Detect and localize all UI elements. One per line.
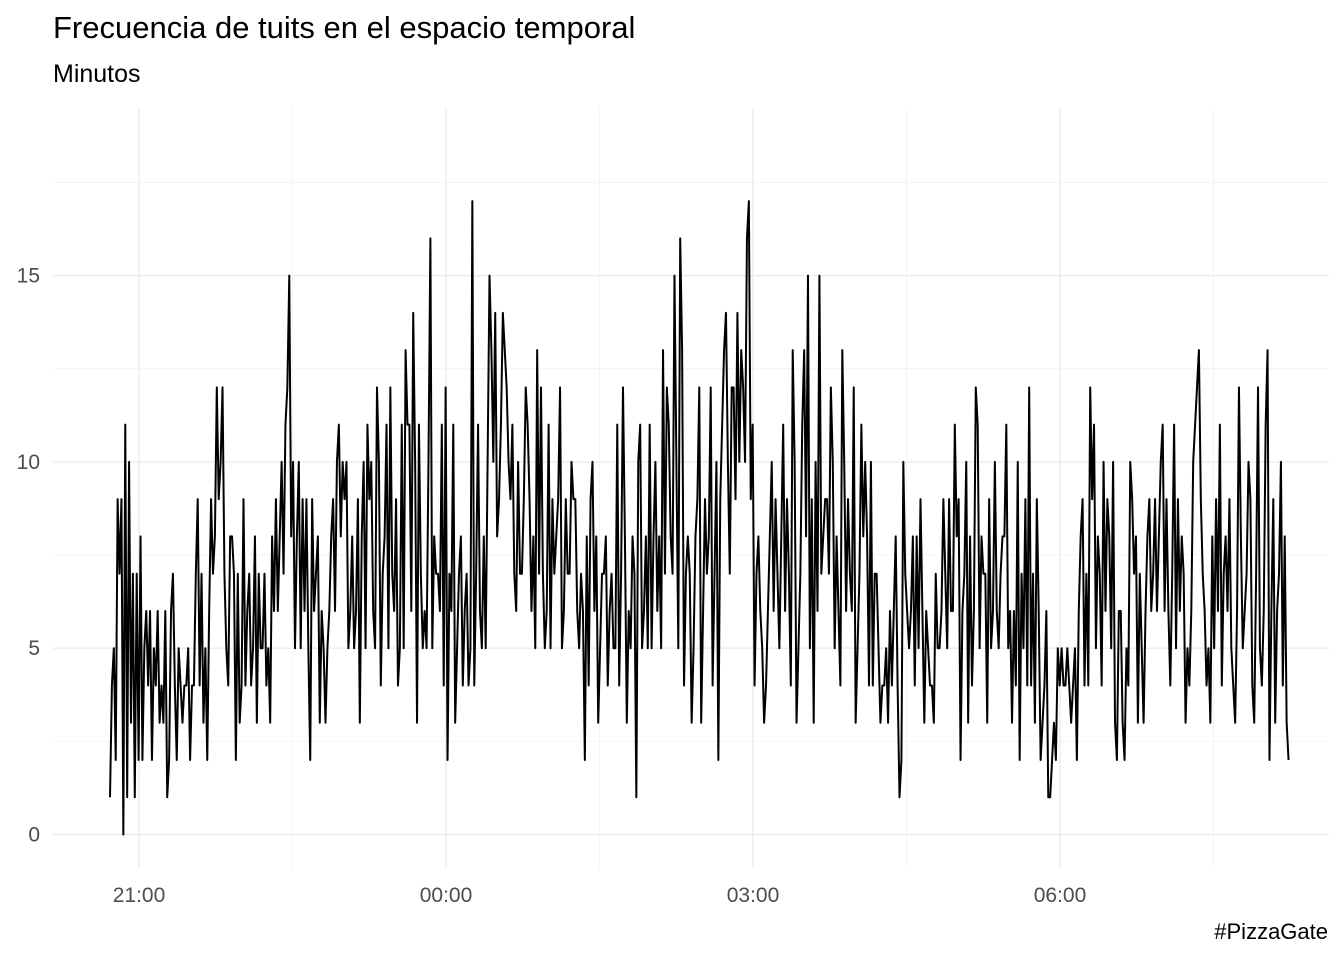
- x-tick-label: 06:00: [1034, 884, 1087, 907]
- y-tick-label: 10: [17, 451, 40, 474]
- x-axis-labels: 21:00 00:00 03:00 06:00: [113, 884, 1087, 907]
- series-line: [109, 200, 1290, 836]
- y-tick-label: 15: [17, 265, 40, 288]
- chart-title: Frecuencia de tuits en el espacio tempor…: [53, 10, 636, 45]
- x-tick-label: 00:00: [420, 884, 473, 907]
- plot-grid: [53, 108, 1329, 868]
- y-tick-label: 0: [28, 823, 40, 846]
- x-tick-label: 21:00: [113, 884, 166, 907]
- y-tick-label: 5: [28, 637, 40, 660]
- chart-subtitle: Minutos: [53, 60, 141, 88]
- chart-caption: #PizzaGate: [1214, 919, 1328, 944]
- series-layer: [109, 200, 1290, 836]
- y-axis-labels: 0 5 10 15: [17, 265, 40, 847]
- x-tick-label: 03:00: [727, 884, 780, 907]
